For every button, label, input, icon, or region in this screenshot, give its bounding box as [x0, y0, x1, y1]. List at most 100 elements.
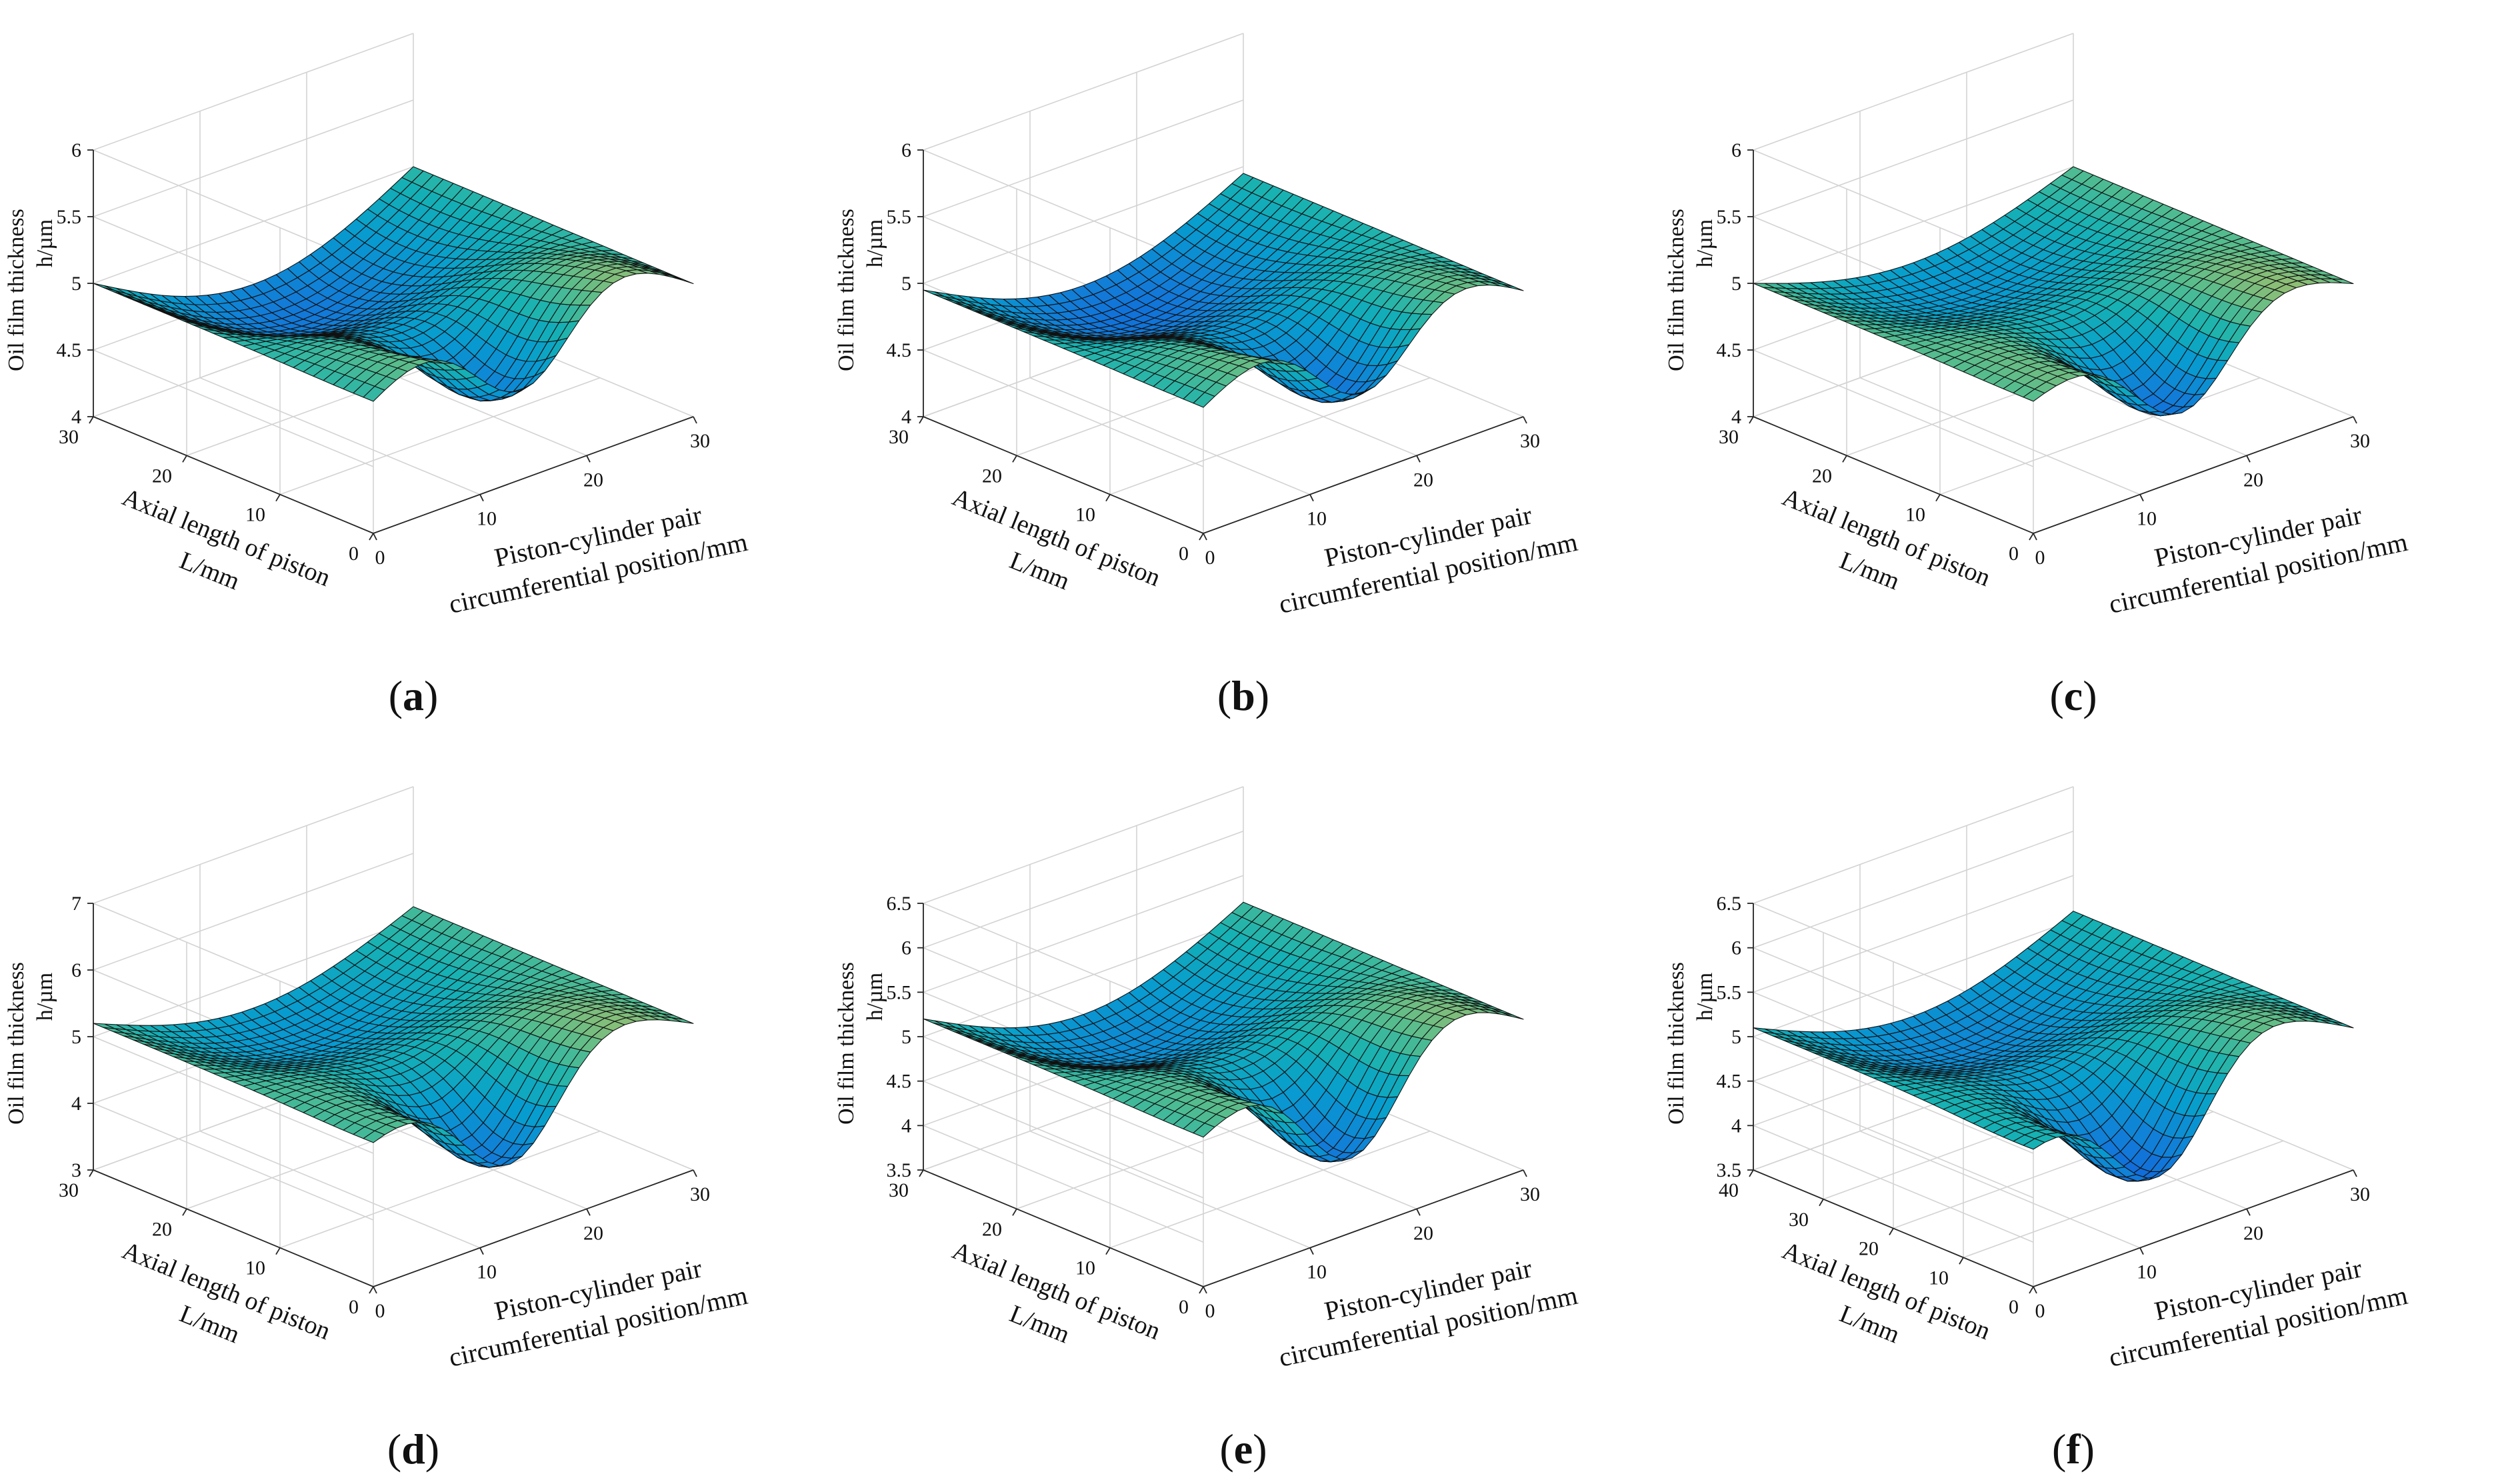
- x-tick-label: 30: [1520, 430, 1540, 452]
- x-tick: [693, 416, 697, 424]
- y-tick-label: 30: [59, 1179, 79, 1201]
- z-tick-label: 6: [901, 139, 911, 161]
- y-tick-label: 20: [982, 1218, 1002, 1240]
- z-tick-label: 4.5: [887, 1071, 912, 1093]
- z-tick-label: 4.5: [887, 339, 912, 361]
- y-tick-label: 10: [245, 1257, 265, 1279]
- z-tick-label: 4: [71, 406, 81, 428]
- x-tick-label: 0: [2035, 547, 2045, 569]
- x-tick-label: 0: [1205, 1300, 1215, 1322]
- z-axis-label-line2: h/µm: [33, 973, 57, 1021]
- z-tick-label: 4: [1731, 1115, 1741, 1137]
- z-tick-label: 4: [901, 406, 911, 428]
- x-tick-label: 30: [2350, 430, 2370, 452]
- y-tick: [182, 455, 187, 463]
- z-tick-label: 5: [1731, 1026, 1741, 1048]
- y-tick: [1012, 455, 1017, 463]
- z-axis-label-line1: Oil film thickness: [1664, 209, 1689, 371]
- y-tick-label: 20: [1859, 1238, 1879, 1260]
- z-tick-label: 5.5: [1717, 206, 1742, 228]
- z-axis-label-line1: Oil film thickness: [4, 209, 29, 371]
- y-tick-label: 10: [1075, 504, 1095, 526]
- surface: [1753, 166, 2354, 417]
- z-tick-label: 6: [71, 139, 81, 161]
- x-tick-label: 20: [1413, 1222, 1433, 1244]
- y-tick-label: 0: [2009, 1296, 2019, 1318]
- z-axis-label-line1: Oil film thickness: [4, 962, 29, 1125]
- z-tick-label: 5: [71, 273, 81, 295]
- z-tick-label: 3.5: [1717, 1159, 1742, 1181]
- x-tick-label: 0: [375, 1300, 385, 1322]
- y-axis-line: [1753, 416, 2034, 534]
- y-tick-label: 30: [1789, 1209, 1809, 1231]
- x-axis-line: [373, 416, 694, 534]
- y-tick: [1749, 416, 1754, 424]
- y-tick-label: 30: [889, 426, 909, 448]
- surface: [923, 173, 1524, 408]
- z-axis-label-line2: h/µm: [1693, 973, 1717, 1021]
- z-axis-label-line2: h/µm: [863, 973, 887, 1021]
- y-tick-label: 30: [889, 1179, 909, 1201]
- y-tick: [1935, 494, 1941, 502]
- z-tick-label: 5.5: [887, 981, 912, 1003]
- z-axis-label-line1: Oil film thickness: [834, 962, 859, 1125]
- z-tick-label: 4.5: [57, 339, 82, 361]
- z-axis-label-line1: Oil film thickness: [1664, 962, 1689, 1125]
- x-tick-label: 20: [583, 469, 603, 491]
- x-tick: [2033, 533, 2037, 541]
- z-tick-label: 7: [71, 893, 81, 915]
- x-tick: [2139, 494, 2144, 502]
- x-tick: [1203, 533, 1207, 541]
- z-tick-label: 6: [901, 937, 911, 959]
- z-tick-label: 4: [901, 1115, 911, 1137]
- y-tick: [919, 416, 924, 424]
- x-tick-label: 20: [2243, 469, 2263, 491]
- x-tick: [1523, 416, 1527, 424]
- y-tick: [1199, 533, 1204, 541]
- y-tick-label: 10: [1075, 1257, 1095, 1279]
- x-tick: [479, 494, 484, 502]
- x-tick-label: 20: [1413, 469, 1433, 491]
- axes-lines: [917, 149, 1527, 541]
- subplot-label: (c): [2049, 672, 2097, 719]
- x-tick-label: 10: [2137, 1261, 2157, 1283]
- y-tick-label: 0: [2009, 543, 2019, 565]
- y-tick-label: 20: [152, 1218, 172, 1240]
- x-tick-label: 0: [2035, 1300, 2045, 1322]
- y-tick: [1105, 494, 1111, 502]
- z-axis-label-line2: h/µm: [1693, 219, 1717, 267]
- y-tick: [2029, 533, 2034, 541]
- x-tick: [1309, 494, 1314, 502]
- z-tick-label: 5: [1731, 273, 1741, 295]
- x-tick-label: 10: [1307, 1261, 1327, 1283]
- z-tick-label: 5.5: [1717, 981, 1742, 1003]
- y-tick: [1842, 455, 1847, 463]
- x-tick: [2246, 455, 2251, 463]
- y-tick-label: 40: [1719, 1179, 1739, 1201]
- subplot-label: (b): [1217, 672, 1269, 719]
- x-tick: [586, 455, 591, 463]
- y-tick-label: 10: [1905, 504, 1925, 526]
- x-tick-label: 10: [477, 1261, 497, 1283]
- y-axis-line: [93, 416, 374, 534]
- z-tick-label: 6: [1731, 139, 1741, 161]
- x-tick-label: 10: [2137, 508, 2157, 530]
- x-tick: [1416, 455, 1421, 463]
- axes-lines: [87, 149, 697, 541]
- y-tick-label: 30: [1719, 426, 1739, 448]
- z-tick-label: 5.5: [887, 206, 912, 228]
- z-tick-label: 5.5: [57, 206, 82, 228]
- z-tick-label: 4.5: [1717, 339, 1742, 361]
- subplot-label: (d): [387, 1425, 439, 1473]
- x-tick-label: 30: [690, 1183, 710, 1205]
- x-tick-label: 10: [477, 508, 497, 530]
- z-tick-label: 5: [901, 273, 911, 295]
- z-tick-label: 3.5: [887, 1159, 912, 1181]
- y-tick-label: 30: [59, 426, 79, 448]
- y-tick: [89, 416, 94, 424]
- y-tick-label: 0: [1179, 543, 1189, 565]
- y-tick-label: 10: [245, 504, 265, 526]
- z-axis-label-line1: Oil film thickness: [834, 209, 859, 371]
- z-tick-label: 3: [71, 1159, 81, 1181]
- surface: [93, 166, 694, 402]
